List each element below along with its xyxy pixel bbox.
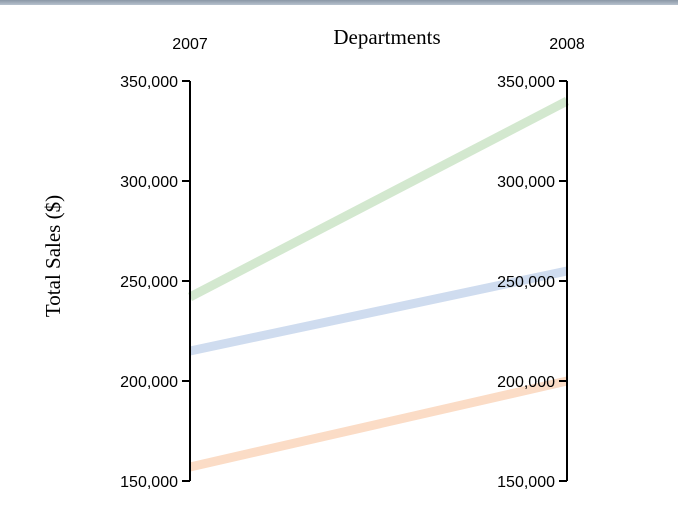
y-tick-label: 150,000 <box>497 474 555 491</box>
window-top-border <box>0 0 678 5</box>
chart-title: Departments <box>333 25 440 49</box>
y-tick-label: 200,000 <box>120 374 178 391</box>
y-tick-label: 300,000 <box>497 174 555 191</box>
axis-2007: 2007 150,000 200,000 250,000 300,000 350,000 <box>120 36 208 491</box>
y-tick-label: 150,000 <box>120 474 178 491</box>
axis-2008: 2008 150,000 200,000 250,000 300,000 350,000 <box>497 36 585 491</box>
axis-header: 2008 <box>549 36 585 53</box>
y-axis-label: Total Sales ($) <box>41 195 65 317</box>
series-line-2 <box>189 266 568 356</box>
series-lines <box>187 97 570 472</box>
y-tick-label: 350,000 <box>497 74 555 91</box>
y-tick-label: 200,000 <box>497 374 555 391</box>
axes: 2007150,000200,000250,000300,000350,0002… <box>120 36 585 491</box>
y-tick-label: 250,000 <box>497 274 555 291</box>
series-line-1 <box>187 97 570 301</box>
y-tick-label: 300,000 <box>120 174 178 191</box>
axis-header: 2007 <box>172 36 208 53</box>
series-line-3 <box>188 376 569 472</box>
y-tick-label: 250,000 <box>120 274 178 291</box>
y-tick-label: 350,000 <box>120 74 178 91</box>
